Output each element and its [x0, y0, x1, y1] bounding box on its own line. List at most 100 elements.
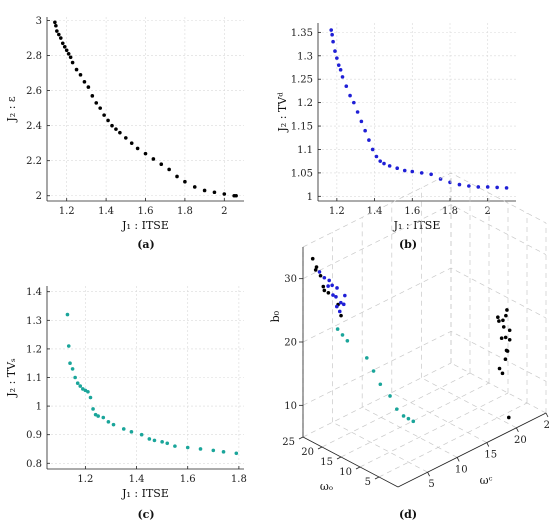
- data-point: [192, 185, 197, 189]
- y-tick-label: 2: [36, 191, 42, 202]
- omega-o-tick-label: 10: [339, 467, 352, 478]
- data-point: [62, 44, 67, 49]
- data-point: [90, 94, 95, 98]
- data-point: [111, 422, 116, 427]
- data-point: [344, 84, 349, 89]
- data-point: [74, 67, 79, 72]
- data-point: [329, 28, 334, 32]
- y-tick-label: 2.2: [26, 156, 42, 167]
- omega-o-axis: [302, 436, 399, 488]
- y-tick-label: 2.4: [26, 121, 42, 132]
- data-point: [406, 416, 411, 421]
- data-point: [339, 300, 343, 305]
- omega-o-tick: [374, 476, 380, 480]
- data-point: [121, 427, 126, 431]
- data-point: [410, 169, 415, 174]
- omega-o-tick: [298, 436, 304, 440]
- data-point: [234, 193, 238, 198]
- data-point: [330, 283, 334, 288]
- subfigure-caption: (b): [399, 238, 417, 251]
- y-tick-label: 0.8: [26, 459, 42, 470]
- data-point: [124, 136, 128, 140]
- x-axis-label: J₁ : ITSE: [121, 487, 169, 500]
- data-point: [221, 450, 226, 454]
- data-point: [401, 414, 406, 418]
- data-point: [352, 100, 356, 105]
- x-tick-label: 1.6: [180, 474, 196, 485]
- y-tick-label: 3: [36, 16, 42, 27]
- omega-c-tick-label: 5: [428, 479, 434, 490]
- data-point: [234, 451, 239, 456]
- omega-o-tick: [355, 466, 361, 470]
- omega-c-tick-label: 15: [484, 450, 497, 461]
- y-axis-label: J₂ : TVₛ: [5, 358, 18, 398]
- data-point: [198, 447, 203, 451]
- y-tick-label: 1.15: [291, 122, 313, 133]
- z-gridline: [302, 267, 547, 343]
- data-point: [497, 319, 501, 323]
- data-point: [86, 389, 90, 394]
- data-point: [98, 106, 102, 110]
- data-point: [129, 141, 134, 145]
- data-point: [78, 384, 83, 388]
- floor-gridline: [391, 392, 487, 443]
- data-point: [335, 56, 339, 60]
- data-point: [212, 190, 217, 195]
- data-point: [339, 313, 343, 318]
- y-tick-label: 1.05: [291, 168, 313, 179]
- data-point: [55, 29, 59, 33]
- data-point: [497, 366, 502, 371]
- x-tick-label: 1.2: [329, 206, 345, 217]
- omega-c-tick: [545, 412, 549, 418]
- floor-gridline: [378, 402, 528, 478]
- floor-gridline: [362, 407, 458, 458]
- data-point: [66, 52, 71, 56]
- subfigure-caption: (c): [137, 508, 154, 521]
- x-tick-label: 1.6: [404, 206, 420, 217]
- data-point: [310, 256, 315, 261]
- data-point: [159, 162, 164, 166]
- x-axis-label: J₁ : ITSE: [393, 219, 441, 232]
- omega-o-tick-label: 25: [282, 437, 295, 448]
- data-point: [60, 41, 65, 46]
- data-point: [313, 268, 318, 272]
- data-point: [314, 265, 319, 269]
- data-point: [222, 192, 227, 196]
- omega-c-tick: [456, 457, 460, 462]
- y-tick-label: 1.1: [26, 373, 42, 384]
- data-point: [106, 420, 111, 424]
- data-point: [114, 127, 118, 131]
- data-point: [101, 415, 106, 420]
- y-tick-label: 1.3: [297, 51, 313, 62]
- y-tick-label: 2.8: [26, 51, 42, 62]
- data-point: [321, 284, 326, 289]
- data-point: [429, 172, 433, 177]
- floor-gridline: [332, 421, 428, 473]
- omega-o-axis-label: ωₒ: [320, 480, 333, 493]
- data-point: [331, 293, 335, 297]
- y-tick-label: 1.4: [26, 287, 42, 298]
- data-point: [68, 361, 72, 366]
- x-tick-label: 1.4: [98, 206, 114, 217]
- data-point: [333, 49, 337, 53]
- omega-o-tick-label: 5: [365, 477, 371, 488]
- x-axis-label: J₁ : ITSE: [121, 219, 169, 232]
- data-point: [402, 168, 407, 173]
- data-point: [499, 336, 504, 341]
- data-point: [57, 32, 61, 37]
- data-point: [395, 407, 399, 411]
- chart-a: 1.2 1.4 1.6 1.8 2 2 2.2 2.4 2.6 2.8 3 J₁ : ITSE J₂ :…: [5, 16, 244, 251]
- data-point: [457, 182, 462, 187]
- data-point: [504, 186, 509, 190]
- chart-c: 1.2 1.4 1.6 1.8 0.8 0.9 1 1.1 1.2 1.3 1.4 J₁ : ITSE…: [5, 286, 247, 521]
- omega-c-tick-label: 25: [544, 420, 550, 431]
- data-point: [501, 318, 505, 323]
- x-tick-label: 2: [221, 206, 227, 217]
- data-point: [501, 325, 506, 329]
- data-point: [70, 60, 75, 65]
- x-tick-label: 1.8: [231, 474, 247, 485]
- data-point: [371, 369, 376, 373]
- data-point: [152, 438, 157, 443]
- data-point: [411, 419, 416, 424]
